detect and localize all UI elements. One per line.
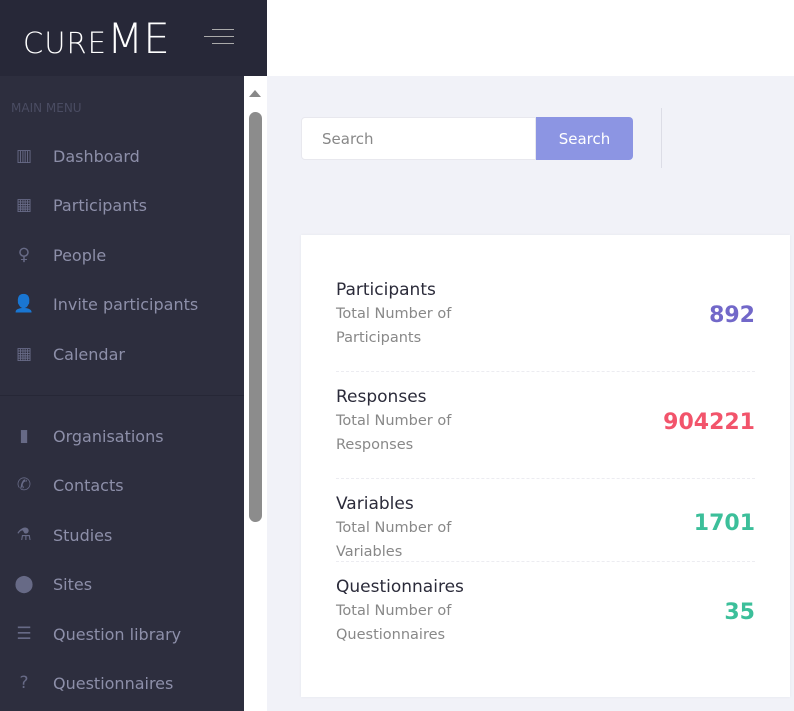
logo-text-me: ME [106,14,170,63]
stat-subtitle: Total Number of Questionnaires [336,603,452,643]
sidebar-item-people[interactable]: ♀ People [0,235,244,275]
stat-value: 35 [724,600,755,625]
search-button[interactable]: Search [536,117,633,160]
scrollbar-thumb[interactable] [249,112,262,522]
stat-value: 892 [709,303,755,328]
sidebar-item-label: Studies [53,525,113,545]
sidebar-item-label: Question library [53,624,182,644]
list-icon: ☰ [16,624,32,644]
stat-title: Questionnaires [336,577,464,597]
sidebar-item-dashboard[interactable]: ▥ Dashboard [0,136,244,176]
menu-title: MAIN MENU [11,101,82,115]
bar-chart-icon: ▥ [15,146,33,166]
qr-code-icon: ▦ [15,195,33,215]
sidebar: MAIN MENU ▥ Dashboard ▦ Participants ♀ People… [0,76,244,711]
hamburger-menu-icon[interactable] [204,29,234,45]
sidebar-item-label: Sites [53,574,93,594]
sidebar-item-participants[interactable]: ▦ Participants [0,185,244,225]
stat-value: 1701 [693,511,755,536]
sidebar-item-invite-participants[interactable]: 👤 Invite participants [0,284,244,324]
sidebar-divider [0,395,244,396]
flask-icon: ⚗ [16,525,32,545]
phone-icon: ✆ [16,475,32,495]
sidebar-item-calendar[interactable]: ▦ Calendar [0,334,244,374]
stat-subtitle: Total Number of Participants [336,306,452,346]
sidebar-item-sites[interactable]: ⬤ Sites [0,564,244,604]
stat-subtitle: Total Number of Responses [336,413,452,453]
search-input[interactable] [301,117,536,160]
stat-variables: Variables Total Number of Variables 1701 [336,494,755,562]
sidebar-item-question-library[interactable]: ☰ Question library [0,614,244,654]
stat-subtitle: Total Number of Variables [336,520,452,560]
stat-questionnaires: Questionnaires Total Number of Questionna… [336,577,755,647]
sidebar-item-label: Questionnaires [53,673,174,693]
stat-title: Variables [336,494,414,514]
stat-title: Responses [336,387,427,407]
sidebar-item-label: Calendar [53,344,125,364]
stat-responses: Responses Total Number of Responses 904221 [336,387,755,479]
person-icon: ♀ [17,245,31,265]
sidebar-item-label: Dashboard [53,146,140,166]
calendar-icon: ▦ [15,344,33,364]
divider [661,108,662,168]
user-plus-icon: 👤 [13,294,35,314]
top-bar [267,0,794,76]
sidebar-item-label: Organisations [53,426,164,446]
sidebar-item-label: Invite participants [53,294,199,314]
stat-title: Participants [336,280,436,300]
logo[interactable]: cureME [23,14,170,63]
header-brand-area: cureME [0,0,267,76]
logo-text-cure: cure [23,26,107,60]
sidebar-item-label: Contacts [53,475,124,495]
sidebar-item-questionnaires[interactable]: ? Questionnaires [0,663,244,703]
stat-participants: Participants Total Number of Participants… [336,280,755,372]
question-icon: ? [19,673,29,693]
sidebar-item-organisations[interactable]: ▮ Organisations [0,416,244,456]
scroll-up-arrow-icon[interactable] [249,90,261,97]
sidebar-item-label: Participants [53,195,147,215]
sidebar-item-label: People [53,245,107,265]
sidebar-item-studies[interactable]: ⚗ Studies [0,515,244,555]
stats-card: Participants Total Number of Participants… [301,235,790,697]
building-icon: ▮ [19,426,29,446]
sidebar-item-contacts[interactable]: ✆ Contacts [0,465,244,505]
stat-value: 904221 [663,410,755,435]
sidebar-scrollbar[interactable] [244,76,267,711]
map-marker-icon: ⬤ [14,574,34,594]
